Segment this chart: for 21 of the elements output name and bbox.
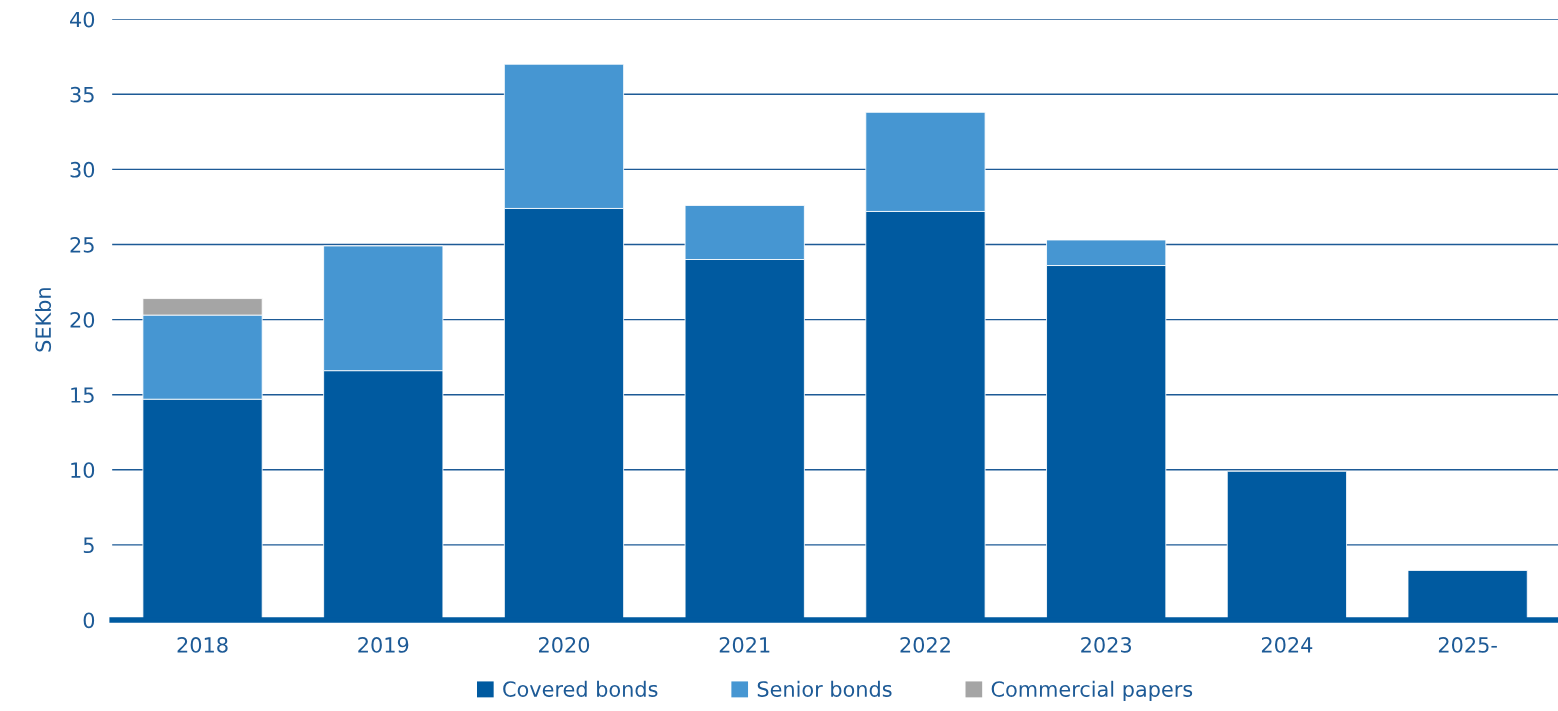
x-tick-label: 2021 [719, 637, 770, 653]
x-tick-label: 2018 [177, 637, 228, 653]
y-tick-label: 40 [70, 11, 95, 28]
y-tick-label: 20 [70, 312, 95, 328]
y-tick-label: 30 [70, 161, 95, 178]
y-tick-label: 15 [71, 387, 94, 403]
x-tick-label: 2019 [358, 637, 409, 653]
y-tick-label: 25 [70, 236, 94, 253]
x-tick-label: 2023 [1081, 637, 1132, 653]
x-tick-label: 2024 [1261, 637, 1313, 653]
y-tick-label: 0 [83, 612, 95, 629]
y-tick-label: 10 [71, 462, 95, 478]
x-tick-label: 2022 [900, 637, 950, 653]
y-tick-label: 5 [83, 537, 94, 554]
x-tick-label: 2020 [539, 637, 590, 653]
y-axis-title: SEKbn [34, 288, 52, 352]
x-tick-label: 2025- [1438, 637, 1497, 653]
legend-label: Covered bonds [503, 680, 658, 697]
y-tick-label: 35 [70, 86, 94, 103]
legend-label: Senior bonds [757, 680, 892, 697]
legend-label: Commercial papers [991, 680, 1193, 701]
